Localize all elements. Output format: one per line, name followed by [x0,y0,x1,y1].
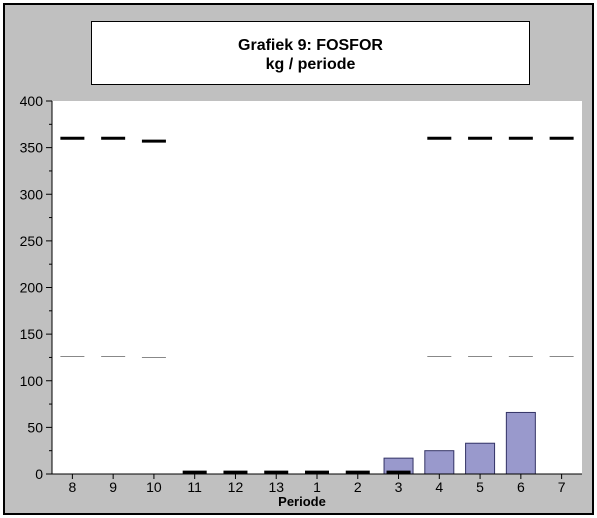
x-tick-label: 7 [558,479,566,495]
bar [465,442,496,475]
x-axis-label: Periode [278,494,326,509]
x-tick-label: 5 [476,479,484,495]
bar-group [383,411,536,475]
y-tick-label: 400 [20,93,44,109]
x-tick-label: 8 [68,479,76,495]
x-tick-label: 9 [109,479,117,495]
y-tick-label: 300 [20,186,44,202]
y-tick-label: 350 [20,140,44,156]
x-tick-label: 6 [517,479,525,495]
x-tick-label: 11 [187,479,202,495]
x-tick-label: 4 [435,479,443,495]
plot-area [52,101,582,474]
bar [505,411,536,475]
x-tick-label: 2 [354,479,362,495]
x-tick-label: 10 [146,479,162,495]
x-tick-label: 1 [313,479,321,495]
x-tick-label: 13 [268,479,284,495]
chart-subtitle: kg / periode [265,56,356,73]
y-tick-label: 50 [27,419,43,435]
chart-title-box: Grafiek 9: FOSFOR kg / periode [91,21,530,85]
bar [424,450,455,475]
y-tick-label: 200 [20,280,44,296]
marker-group [60,136,574,474]
chart-title: Grafiek 9: FOSFOR [238,37,383,54]
y-tick-label: 100 [20,373,44,389]
y-tick-label: 250 [20,233,44,249]
y-tick-label: 150 [20,326,44,342]
x-tick-label: 12 [228,479,244,495]
y-tick-label: 0 [35,466,43,482]
x-tick-label: 3 [395,479,403,495]
